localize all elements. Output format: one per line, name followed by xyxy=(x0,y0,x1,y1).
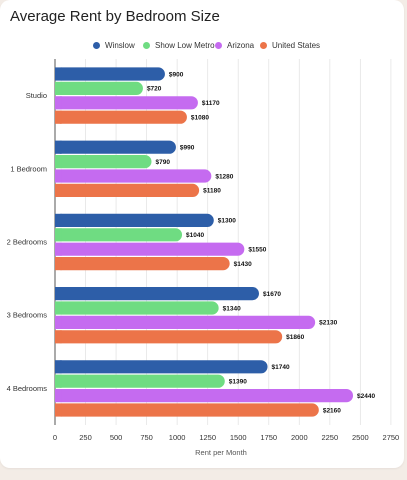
bar-base xyxy=(55,257,62,271)
x-tick-label: 1250 xyxy=(199,433,216,442)
bar xyxy=(55,96,198,110)
bar xyxy=(55,389,354,403)
bar-value-label: $790 xyxy=(155,159,170,166)
bar-value-label: $2130 xyxy=(319,320,337,327)
bar-value-label: $1300 xyxy=(218,218,236,225)
bar-value-label: $1390 xyxy=(229,379,247,386)
bar-value-label: $1040 xyxy=(186,232,204,239)
bar xyxy=(55,155,152,169)
bar-value-label: $720 xyxy=(147,86,162,93)
bar-value-label: $2440 xyxy=(357,393,375,400)
bar-base xyxy=(55,213,62,227)
legend-label-show-low-metro: Show Low Metro xyxy=(155,40,215,50)
bar-base xyxy=(55,242,62,256)
legend-swatch-winslow xyxy=(93,41,100,49)
bar xyxy=(55,315,316,329)
bar-base xyxy=(55,228,62,242)
bar xyxy=(55,228,183,242)
legend-item-united-states[interactable]: United States xyxy=(260,39,320,51)
legend-item-winslow[interactable]: Winslow xyxy=(93,39,135,51)
bar-base xyxy=(55,155,62,169)
bar-value-label: $1080 xyxy=(191,115,209,122)
chart-title: Average Rent by Bedroom Size xyxy=(10,8,220,25)
bar-value-label: $2160 xyxy=(323,407,341,414)
category-label: 2 Bedrooms xyxy=(7,238,48,247)
x-tick-label: 1000 xyxy=(169,433,186,442)
bar-value-label: $990 xyxy=(180,145,195,152)
legend-label-united-states: United States xyxy=(272,40,321,50)
x-tick-label: 2750 xyxy=(383,433,400,442)
bar-base xyxy=(55,330,62,344)
bar xyxy=(55,67,165,81)
bar xyxy=(55,110,187,124)
bar xyxy=(55,360,268,374)
bar-value-label: $1340 xyxy=(223,305,241,312)
bar-base xyxy=(55,81,62,95)
bar-value-label: $1670 xyxy=(263,291,281,298)
bar-value-label: $1740 xyxy=(272,364,290,371)
legend-label-arizona: Arizona xyxy=(227,40,255,50)
bar-value-label: $1280 xyxy=(215,173,233,180)
bar-chart-plot: 0 250 500 750 1000 1250 1500 1750 2000 2250 2500 27… xyxy=(7,59,400,457)
bar-base xyxy=(55,140,62,154)
legend-swatch-arizona xyxy=(215,41,222,49)
legend-item-show-low-metro[interactable]: Show Low Metro xyxy=(143,39,215,51)
bar-base xyxy=(55,67,62,81)
bar xyxy=(55,242,245,256)
bar xyxy=(55,213,214,227)
bar xyxy=(55,257,230,271)
category-label: 4 Bedrooms xyxy=(7,384,48,393)
chart-legend: Winslow Show Low Metro Arizona United St… xyxy=(0,39,404,51)
bar xyxy=(55,140,176,154)
bar-base xyxy=(55,183,62,197)
x-axis-title: Rent per Month xyxy=(195,448,247,457)
legend-swatch-show-low-metro xyxy=(143,41,150,49)
bar-value-label: $1180 xyxy=(203,188,221,195)
legend-swatch-united-states xyxy=(260,41,267,49)
category-label: 1 Bedroom xyxy=(10,164,47,173)
bar-value-label: $900 xyxy=(169,71,184,78)
bar xyxy=(55,183,200,197)
legend-item-arizona[interactable]: Arizona xyxy=(215,39,254,51)
x-tick-label: 2500 xyxy=(352,433,369,442)
bar-base xyxy=(55,403,62,417)
category-label: 3 Bedrooms xyxy=(7,311,48,320)
legend-label-winslow: Winslow xyxy=(105,40,135,50)
x-tick-label: 250 xyxy=(79,433,92,442)
bar-value-label: $1860 xyxy=(286,334,304,341)
x-tick-label: 500 xyxy=(110,433,123,442)
x-tick-label: 1750 xyxy=(260,433,277,442)
x-tick-label: 0 xyxy=(53,433,57,442)
x-tick-label: 1500 xyxy=(230,433,247,442)
bar-value-label: $1170 xyxy=(202,100,220,107)
bar xyxy=(55,403,319,417)
bar xyxy=(55,81,143,95)
bar-base xyxy=(55,110,62,124)
bar-base xyxy=(55,389,62,403)
x-tick-label: 750 xyxy=(140,433,153,442)
x-tick-label: 2000 xyxy=(291,433,308,442)
bar xyxy=(55,374,225,388)
bar xyxy=(55,169,212,183)
bar-base xyxy=(55,360,62,374)
bar xyxy=(55,301,219,315)
bar-base xyxy=(55,374,62,388)
chart-card: Average Rent by Bedroom Size Winslow Sho… xyxy=(0,0,404,468)
bar-value-label: $1550 xyxy=(248,247,266,254)
bar xyxy=(55,330,283,344)
bar xyxy=(55,287,259,301)
bar-base xyxy=(55,96,62,110)
x-tick-label: 2250 xyxy=(321,433,338,442)
bar-base xyxy=(55,169,62,183)
category-label: Studio xyxy=(26,91,47,100)
bar-base xyxy=(55,301,62,315)
bar-base xyxy=(55,315,62,329)
bar-value-label: $1430 xyxy=(234,261,252,268)
bar-base xyxy=(55,287,62,301)
